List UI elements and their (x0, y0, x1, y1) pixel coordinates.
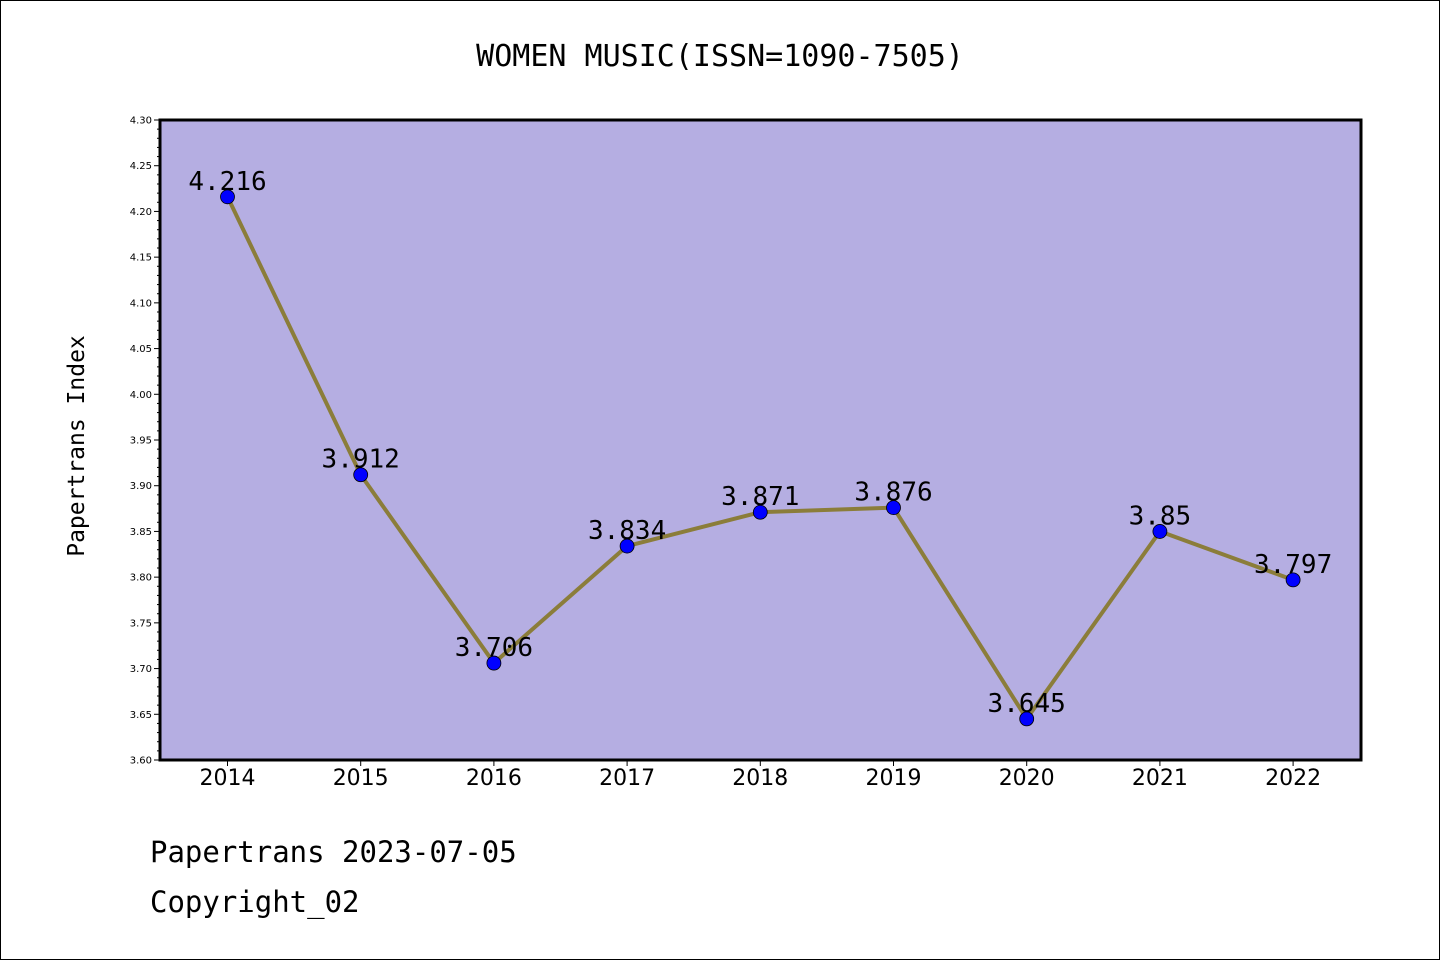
x-tick-label: 2018 (732, 766, 788, 791)
x-tick-label: 2015 (333, 766, 389, 791)
footer-copyright: Copyright_02 (150, 885, 360, 919)
data-label: 3.871 (721, 482, 799, 512)
plot-border (158, 118, 1363, 762)
data-label: 3.797 (1254, 550, 1332, 580)
y-tick-label: 4.00 (130, 390, 152, 401)
y-tick-label: 3.90 (130, 481, 152, 492)
data-label: 3.876 (854, 478, 932, 508)
y-tick-label: 3.85 (130, 527, 152, 538)
data-point (1019, 711, 1035, 727)
x-axis: 2014 2015 2016 2017 2018 2019 2020 2021 2022 (200, 760, 1321, 791)
data-label: 3.706 (455, 633, 533, 663)
data-label: 3.85 (1129, 501, 1192, 531)
data-point (1152, 524, 1168, 539)
data-label: 3.834 (588, 516, 666, 546)
data-point (619, 538, 635, 554)
data-point (353, 467, 369, 483)
y-tick-label: 4.30 (130, 116, 152, 127)
y-tick-label: 3.70 (130, 664, 152, 675)
x-tick-label: 2020 (999, 766, 1055, 791)
x-tick-label: 2021 (1132, 766, 1188, 791)
data-point (220, 189, 235, 205)
plot-area (160, 120, 1361, 760)
y-tick-label: 4.15 (130, 253, 152, 264)
chart-title: WOMEN MUSIC(ISSN=1090-7505) (476, 39, 964, 74)
data-points (220, 189, 1301, 727)
y-tick-label: 3.60 (130, 756, 152, 767)
x-tick-label: 2014 (200, 766, 256, 791)
data-point (1285, 572, 1301, 588)
data-label: 3.645 (988, 689, 1066, 719)
data-labels: 4.216 3.912 3.706 3.834 3.871 3.876 3.645 3.85 3… (188, 167, 1332, 719)
y-tick-label: 3.65 (130, 710, 152, 721)
y-axis-label: Papertrans Index (64, 335, 90, 557)
y-tick-label: 3.80 (130, 573, 152, 584)
data-point (486, 655, 502, 671)
x-tick-label: 2022 (1265, 766, 1321, 791)
x-tick-label: 2019 (866, 766, 922, 791)
footer-date: Papertrans 2023-07-05 (150, 835, 517, 869)
x-tick-label: 2017 (599, 766, 655, 791)
y-tick-label: 4.10 (130, 298, 152, 309)
data-point (886, 500, 901, 516)
data-point (752, 504, 768, 520)
y-tick-label: 3.75 (130, 618, 152, 629)
data-label: 3.912 (322, 445, 400, 475)
y-tick-label: 4.05 (130, 344, 152, 355)
y-tick-label: 4.20 (130, 207, 152, 218)
y-tick-label: 4.25 (130, 161, 152, 172)
y-tick-label: 3.95 (130, 436, 152, 447)
data-label: 4.216 (188, 167, 266, 197)
y-axis: 3.60 3.65 3.70 3.75 3.80 3.85 3.90 3.95 4.00 4.05… (130, 116, 160, 767)
x-tick-label: 2016 (466, 766, 522, 791)
